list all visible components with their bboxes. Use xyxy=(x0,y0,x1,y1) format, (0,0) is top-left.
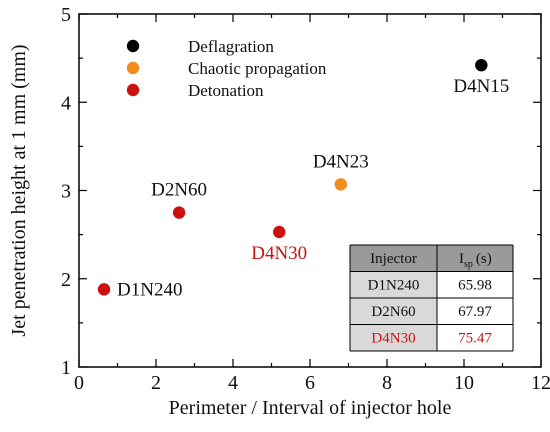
point-label: D1N240 xyxy=(117,279,182,300)
data-point xyxy=(273,225,286,239)
data-point xyxy=(334,178,347,191)
isp-table: Injector Isp (s) D1N240 65.98 D2N60 67.97 D4N30… xyxy=(349,244,514,352)
x-tick-label: 10 xyxy=(454,372,474,394)
y-axis-label: Jet penetration height at 1 mm (mm) xyxy=(8,44,30,336)
legend-label: Deflagration xyxy=(188,37,274,56)
data-points: D1N240 D2N60 D4N30 D4N23 D4N15 xyxy=(97,58,509,300)
y-tick-label: 3 xyxy=(61,181,71,203)
legend: Deflagration Chaotic propagation Detonatio… xyxy=(126,37,327,100)
point-label: D4N30 xyxy=(251,243,307,264)
data-point xyxy=(97,283,111,296)
x-tick-label: 0 xyxy=(74,372,84,394)
table-cell-injector: D2N60 xyxy=(371,304,415,320)
table-cell-isp: 65.98 xyxy=(458,278,492,294)
y-tick-label: 4 xyxy=(61,92,71,114)
table-header-injector: Injector xyxy=(370,251,417,267)
table-header-bg xyxy=(350,245,513,272)
legend-marker xyxy=(126,83,140,97)
table-row-label-bg xyxy=(350,324,437,351)
x-tick-label: 2 xyxy=(151,372,161,394)
legend-label: Detonation xyxy=(188,81,264,100)
table-cell-injector: D4N30 xyxy=(371,331,415,347)
table-cell-isp: 67.97 xyxy=(458,304,492,320)
axis-ticks xyxy=(78,13,542,368)
x-tick-label: 12 xyxy=(531,372,550,394)
x-tick-label: 6 xyxy=(305,372,315,394)
x-axis-label: Perimeter / Interval of injector hole xyxy=(169,397,452,419)
x-tick-label: 4 xyxy=(228,372,238,394)
isp-symbol: I xyxy=(459,251,464,267)
legend-label: Chaotic propagation xyxy=(188,59,327,78)
point-label: D4N15 xyxy=(453,76,509,97)
table-row-value-bg xyxy=(437,271,513,298)
point-label: D4N23 xyxy=(313,151,369,172)
table-cell-injector: D1N240 xyxy=(368,278,420,294)
x-tick-label: 8 xyxy=(382,372,392,394)
table-row-value-bg xyxy=(437,324,513,351)
data-point xyxy=(172,206,186,219)
table-row-label-bg xyxy=(350,298,437,325)
isp-unit: (s) xyxy=(476,251,492,267)
table-header-isp: Isp (s) xyxy=(459,251,492,270)
y-tick-label: 1 xyxy=(61,357,71,379)
point-label: D2N60 xyxy=(151,180,207,201)
isp-subscript: sp xyxy=(464,259,473,270)
legend-marker xyxy=(126,61,140,75)
legend-marker xyxy=(126,39,140,53)
y-tick-label: 5 xyxy=(61,4,71,26)
y-tick-label: 2 xyxy=(61,269,71,291)
data-point xyxy=(475,58,488,72)
table-row-label-bg xyxy=(350,271,437,298)
table-row-value-bg xyxy=(437,298,513,325)
table-cell-isp: 75.47 xyxy=(458,331,492,347)
